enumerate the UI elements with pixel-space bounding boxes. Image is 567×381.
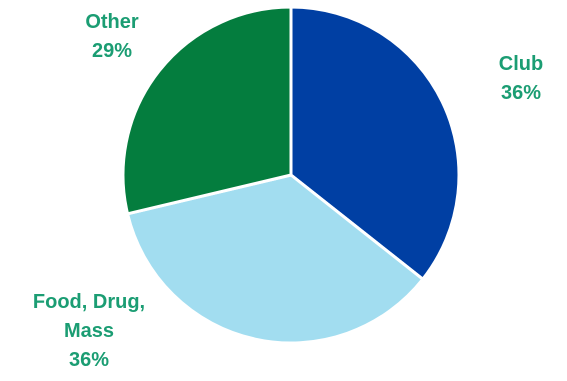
pie-label-other: Other 29% (85, 11, 139, 62)
pie-slice-club (289, 5, 461, 281)
pie-labels: Club 36% Food, Drug, Mass 36% Other 29% (33, 11, 543, 371)
pie-value-label-club: 36% (501, 82, 541, 104)
pie-category-label-other: Other (85, 11, 139, 33)
pie-slices (121, 5, 461, 345)
pie-label-club: Club 36% (499, 53, 543, 104)
pie-category-label-club: Club (499, 53, 543, 75)
pie-label-food-drug-mass: Food, Drug, Mass 36% (33, 291, 145, 371)
pie-category-label-food-drug-mass: Food, Drug, Mass (33, 291, 145, 342)
pie-value-label-food-drug-mass: 36% (69, 349, 109, 371)
pie-slice-other (121, 5, 293, 216)
pie-slice-food-drug-mass (126, 173, 425, 345)
pie-value-label-other: 29% (92, 40, 132, 62)
